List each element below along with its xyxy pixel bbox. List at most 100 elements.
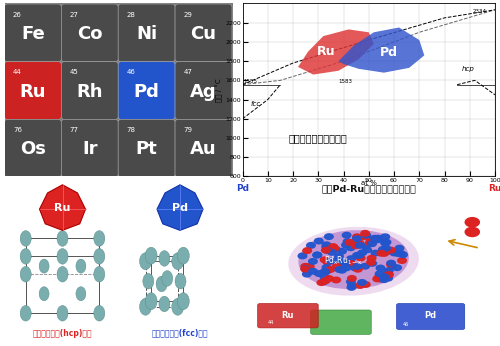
Circle shape: [380, 251, 388, 256]
Circle shape: [386, 262, 395, 267]
Text: 45: 45: [70, 69, 78, 75]
Circle shape: [324, 234, 333, 239]
FancyBboxPatch shape: [4, 119, 62, 177]
Circle shape: [347, 261, 356, 266]
Text: バルク状態では相分離: バルク状態では相分離: [289, 133, 348, 143]
Circle shape: [398, 252, 407, 257]
Text: Ru: Ru: [282, 311, 294, 320]
Circle shape: [363, 247, 372, 253]
Text: 28: 28: [126, 11, 136, 18]
Circle shape: [20, 266, 31, 282]
Text: Fe: Fe: [21, 25, 44, 43]
Circle shape: [320, 279, 328, 284]
Circle shape: [334, 256, 343, 262]
Circle shape: [356, 255, 365, 261]
FancyBboxPatch shape: [175, 119, 232, 177]
Circle shape: [57, 266, 68, 282]
Circle shape: [322, 244, 330, 249]
Circle shape: [175, 273, 186, 289]
Circle shape: [301, 266, 310, 271]
Text: Ru: Ru: [20, 83, 46, 101]
Circle shape: [301, 266, 310, 272]
Circle shape: [359, 234, 368, 239]
Circle shape: [301, 264, 310, 269]
Circle shape: [322, 278, 330, 283]
Circle shape: [366, 236, 375, 242]
Circle shape: [302, 264, 310, 269]
Text: 29: 29: [184, 11, 192, 18]
Ellipse shape: [298, 230, 409, 289]
Circle shape: [382, 245, 390, 251]
FancyBboxPatch shape: [175, 62, 232, 119]
Circle shape: [382, 239, 391, 245]
Text: 1583: 1583: [338, 79, 352, 84]
Polygon shape: [338, 27, 424, 73]
Circle shape: [394, 251, 403, 256]
Circle shape: [302, 271, 311, 277]
Circle shape: [346, 240, 354, 245]
Polygon shape: [40, 185, 86, 230]
Circle shape: [172, 253, 183, 270]
Text: 2334: 2334: [472, 9, 486, 14]
Text: 47: 47: [184, 69, 192, 75]
Circle shape: [322, 247, 330, 253]
Circle shape: [384, 269, 392, 275]
Circle shape: [145, 293, 157, 310]
Circle shape: [390, 250, 398, 256]
Circle shape: [140, 253, 151, 270]
Circle shape: [309, 268, 318, 274]
Text: Pd: Pd: [134, 83, 160, 101]
Circle shape: [344, 239, 352, 244]
FancyBboxPatch shape: [396, 303, 464, 329]
Circle shape: [314, 271, 323, 276]
Circle shape: [376, 276, 385, 282]
Circle shape: [347, 285, 356, 290]
Circle shape: [317, 280, 326, 285]
Circle shape: [370, 235, 379, 241]
Text: 六方最密格子(hcp)構造: 六方最密格子(hcp)構造: [32, 329, 92, 338]
Circle shape: [465, 218, 479, 227]
Text: fcc: fcc: [250, 101, 260, 107]
Circle shape: [352, 243, 360, 248]
Circle shape: [381, 234, 390, 239]
Text: $\mathrm{Pd_xRu_{1-x}}$: $\mathrm{Pd_xRu_{1-x}}$: [324, 255, 362, 267]
Circle shape: [20, 231, 31, 246]
Polygon shape: [157, 185, 203, 230]
FancyBboxPatch shape: [2, 1, 235, 179]
Circle shape: [342, 242, 350, 248]
Circle shape: [356, 243, 364, 248]
Text: 新規Pd-Ru固溶体ナノ合金触媒: 新規Pd-Ru固溶体ナノ合金触媒: [322, 185, 416, 194]
Circle shape: [322, 242, 331, 247]
Circle shape: [329, 244, 338, 249]
FancyBboxPatch shape: [310, 310, 372, 334]
Polygon shape: [298, 29, 374, 75]
Circle shape: [350, 265, 360, 271]
Circle shape: [346, 245, 355, 251]
FancyBboxPatch shape: [4, 62, 62, 119]
Circle shape: [377, 251, 386, 256]
Circle shape: [332, 246, 340, 252]
Circle shape: [159, 251, 170, 266]
Circle shape: [334, 254, 344, 259]
Circle shape: [340, 262, 348, 267]
Circle shape: [76, 259, 86, 273]
Circle shape: [324, 276, 334, 281]
Text: Pd: Pd: [380, 46, 398, 59]
Circle shape: [348, 283, 356, 288]
Circle shape: [387, 260, 396, 266]
Circle shape: [94, 248, 105, 264]
Text: 44: 44: [268, 320, 274, 325]
Circle shape: [320, 268, 329, 274]
Text: Os: Os: [20, 140, 46, 158]
FancyBboxPatch shape: [118, 62, 175, 119]
Circle shape: [335, 267, 344, 272]
Circle shape: [178, 293, 190, 310]
Circle shape: [324, 260, 332, 265]
FancyBboxPatch shape: [118, 119, 175, 177]
Circle shape: [145, 247, 157, 264]
Circle shape: [362, 233, 370, 238]
Circle shape: [313, 252, 322, 258]
Text: Ru: Ru: [316, 45, 335, 58]
Text: 77: 77: [70, 127, 79, 133]
Circle shape: [347, 256, 356, 261]
